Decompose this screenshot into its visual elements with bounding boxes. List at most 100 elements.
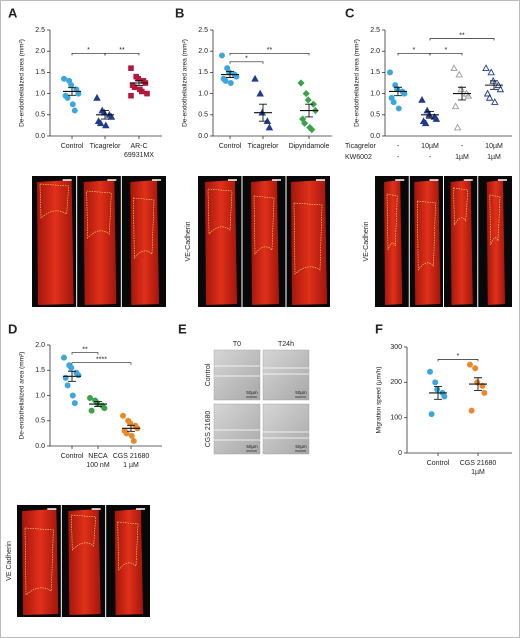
data-point: [434, 386, 441, 393]
y-tick-label: 2.0: [35, 48, 45, 55]
y-tick-label: 0.5: [198, 112, 208, 119]
condition-name: Ticagrelor: [345, 143, 377, 150]
significance-bracket: [429, 38, 495, 41]
data-point: [432, 115, 441, 122]
y-tick-label: 2.5: [198, 27, 208, 34]
significance-bracket: [104, 52, 140, 56]
data-point: [450, 64, 458, 72]
scratch-image: [213, 403, 261, 455]
scratch-image: [262, 403, 310, 455]
data-point: [93, 93, 101, 101]
y-tick-label: 2.5: [35, 27, 45, 34]
tissue-strip: [414, 180, 441, 305]
data-point: [426, 368, 433, 375]
significance-bracket: [71, 352, 99, 355]
y-axis-label: De-endothelialized area (mm²): [354, 39, 361, 127]
error-bar: [394, 86, 402, 97]
panel-label: A: [8, 5, 18, 20]
data-point: [87, 395, 94, 402]
data-point: [128, 432, 135, 439]
significance-label: **: [119, 47, 125, 54]
data-point: [308, 126, 316, 134]
data-point: [64, 382, 71, 389]
denuded-outline: [453, 187, 469, 226]
data-point: [61, 75, 68, 82]
error-bar: [434, 386, 442, 400]
significance-label: **: [459, 32, 465, 39]
denuded-outline: [71, 514, 96, 551]
data-point: [75, 372, 82, 379]
denuded-outline: [293, 202, 323, 275]
tissue-strip: [22, 509, 59, 615]
significance-bracket: [229, 52, 310, 56]
y-tick-label: 0.5: [370, 112, 380, 119]
scratch-image: [262, 349, 310, 401]
condition-level: 10µM: [485, 143, 503, 150]
denuded-outline: [86, 190, 112, 239]
data-point: [101, 405, 108, 412]
significance-label: **: [82, 346, 88, 353]
tissue-strip: [251, 180, 279, 305]
y-tick-label: 1.5: [198, 69, 208, 76]
condition-level: 1µM: [487, 154, 501, 161]
x-tick-label: Dipyridamole: [289, 143, 330, 150]
condition-level: -: [397, 154, 400, 161]
x-tick-label: Ticagrelor: [90, 143, 122, 150]
scale-bar-label: 50µm: [246, 444, 258, 449]
error-bar: [305, 103, 313, 118]
denuded-outline: [24, 527, 54, 596]
data-point: [297, 79, 305, 87]
data-point: [487, 68, 495, 76]
data-point: [222, 77, 229, 84]
y-tick-label: 0.5: [35, 418, 45, 425]
data-point: [138, 88, 145, 95]
column-title: T0: [233, 341, 241, 348]
y-tick-label: 200: [390, 379, 402, 386]
data-point: [68, 82, 75, 89]
data-point: [128, 65, 134, 71]
data-point: [71, 107, 78, 114]
data-point: [481, 389, 488, 396]
row-label: CGS 21680: [205, 411, 212, 448]
data-point: [485, 93, 494, 101]
column-title: T24h: [278, 341, 294, 348]
data-point: [302, 90, 310, 98]
tissue-strip: [486, 180, 505, 305]
data-point: [390, 99, 397, 106]
data-point: [227, 80, 234, 87]
data-point: [421, 119, 430, 127]
y-tick-label: 100: [390, 415, 402, 422]
data-point: [71, 400, 78, 407]
scale-bar-label: 50µm: [295, 444, 307, 449]
data-point: [68, 364, 75, 371]
y-tick-label: 1.0: [35, 392, 45, 399]
error-bar: [94, 401, 102, 408]
condition-level: -: [461, 143, 464, 150]
significance-label: *: [87, 47, 90, 54]
data-point: [128, 92, 134, 99]
y-tick-label: 1.0: [370, 90, 380, 97]
y-tick-label: 1.0: [198, 90, 208, 97]
data-point: [120, 412, 127, 419]
y-tick-label: 300: [390, 344, 402, 351]
data-point: [304, 96, 312, 104]
y-tick-label: 0.0: [198, 133, 208, 140]
data-point: [468, 407, 475, 414]
error-bar: [135, 80, 143, 86]
data-point: [457, 85, 465, 93]
data-point: [123, 430, 130, 437]
x-tick-label: NECA: [88, 453, 108, 460]
data-point: [482, 64, 490, 72]
y-tick-label: 1.5: [35, 69, 45, 76]
x-tick-label: 1 µM: [123, 462, 139, 469]
data-point: [69, 392, 76, 399]
y-tick-label: 2.0: [370, 48, 380, 55]
x-tick-label: 1µM: [471, 469, 485, 476]
data-point: [251, 74, 259, 82]
data-point: [69, 101, 76, 108]
data-point: [127, 420, 134, 427]
x-tick-label: Ticagrelor: [248, 143, 280, 150]
x-tick-label: AR-C: [130, 143, 147, 150]
data-point: [466, 361, 473, 368]
denuded-outline: [489, 194, 501, 246]
